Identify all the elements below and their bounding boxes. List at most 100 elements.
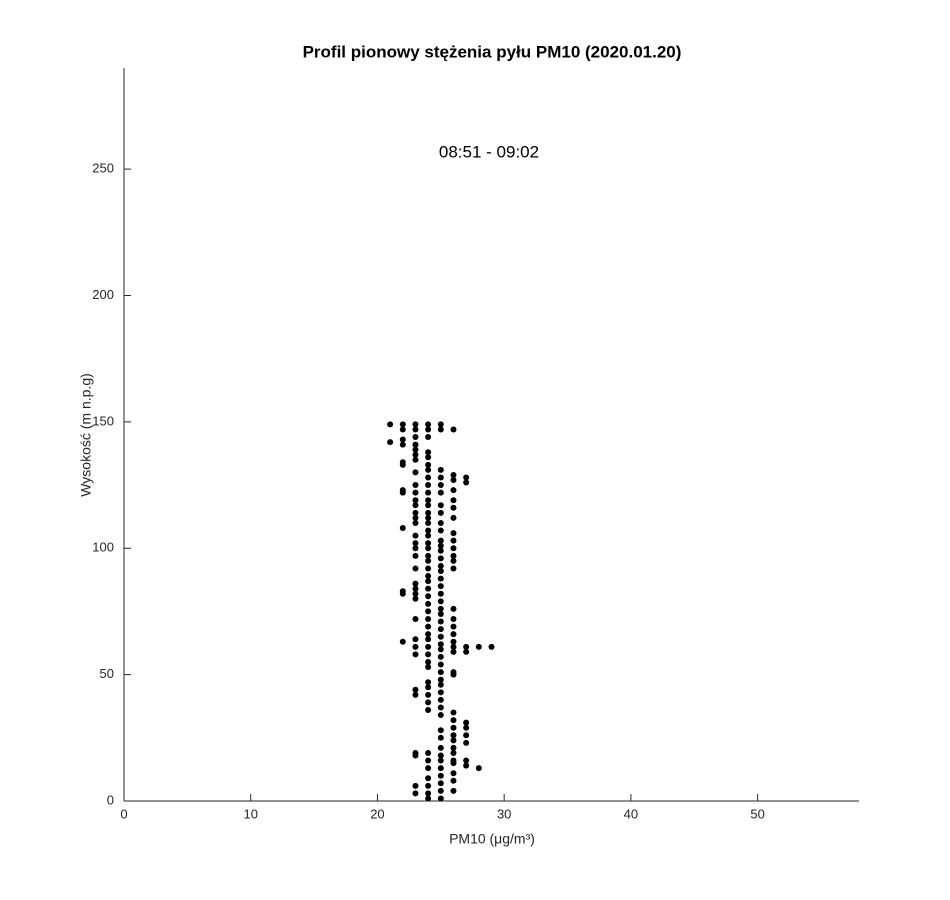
point xyxy=(463,479,470,486)
point xyxy=(437,527,444,534)
point xyxy=(425,691,432,698)
point xyxy=(437,562,444,569)
point xyxy=(450,514,457,521)
point xyxy=(450,787,457,794)
point xyxy=(412,441,419,448)
point xyxy=(437,641,444,648)
y-tick-label: 50 xyxy=(100,666,114,681)
point xyxy=(425,514,432,521)
point xyxy=(437,734,444,741)
point xyxy=(450,643,457,650)
x-tick-label: 0 xyxy=(120,806,127,821)
point xyxy=(450,770,457,777)
point xyxy=(425,782,432,789)
point xyxy=(412,686,419,693)
point xyxy=(450,777,457,784)
point xyxy=(412,434,419,441)
point xyxy=(412,514,419,521)
chart-title: Profil pionowy stężenia pyłu PM10 (2020.… xyxy=(303,42,682,61)
point xyxy=(412,426,419,433)
point xyxy=(437,605,444,612)
point xyxy=(412,519,419,526)
point xyxy=(450,537,457,544)
point xyxy=(425,636,432,643)
point xyxy=(425,482,432,489)
point xyxy=(437,669,444,676)
point xyxy=(450,623,457,630)
point xyxy=(475,643,482,650)
point xyxy=(425,497,432,504)
point xyxy=(450,476,457,483)
point xyxy=(425,474,432,481)
point xyxy=(437,474,444,481)
point xyxy=(387,439,394,446)
point xyxy=(450,504,457,511)
point xyxy=(399,638,406,645)
point xyxy=(425,623,432,630)
point xyxy=(463,719,470,726)
point xyxy=(425,454,432,461)
point xyxy=(425,509,432,516)
y-tick-label: 0 xyxy=(107,792,114,807)
point xyxy=(437,542,444,549)
point xyxy=(437,537,444,544)
point xyxy=(475,765,482,772)
point xyxy=(412,456,419,463)
point xyxy=(450,648,457,655)
point xyxy=(412,790,419,797)
point xyxy=(450,545,457,552)
y-tick-label: 200 xyxy=(92,287,114,302)
point xyxy=(412,497,419,504)
point xyxy=(450,671,457,678)
point xyxy=(425,426,432,433)
point xyxy=(412,636,419,643)
point xyxy=(450,717,457,724)
point xyxy=(412,643,419,650)
x-axis-label: PM10 (μg/m³) xyxy=(449,831,535,847)
point xyxy=(463,757,470,764)
point xyxy=(450,631,457,638)
point xyxy=(437,676,444,683)
point xyxy=(450,487,457,494)
y-axis-label: Wysokość (m n.p.g) xyxy=(78,373,94,497)
point xyxy=(437,590,444,597)
point xyxy=(425,565,432,572)
point xyxy=(425,757,432,764)
point xyxy=(450,744,457,751)
y-tick-label: 150 xyxy=(92,413,114,428)
point xyxy=(425,527,432,534)
point xyxy=(437,646,444,653)
point xyxy=(425,557,432,564)
point xyxy=(412,651,419,658)
point xyxy=(425,684,432,691)
y-tick-label: 100 xyxy=(92,540,114,555)
point xyxy=(450,557,457,564)
point xyxy=(412,565,419,572)
point xyxy=(463,643,470,650)
point xyxy=(437,757,444,764)
point xyxy=(412,482,419,489)
point xyxy=(399,525,406,532)
point xyxy=(437,575,444,582)
point xyxy=(437,689,444,696)
point xyxy=(412,489,419,496)
point xyxy=(412,590,419,597)
y-tick-label: 250 xyxy=(92,161,114,176)
point xyxy=(399,590,406,597)
point xyxy=(412,421,419,428)
point xyxy=(425,573,432,580)
point xyxy=(425,795,432,802)
point xyxy=(425,664,432,671)
point xyxy=(463,739,470,746)
point xyxy=(412,509,419,516)
point xyxy=(425,545,432,552)
point xyxy=(412,532,419,539)
point xyxy=(425,600,432,607)
point xyxy=(425,532,432,539)
point xyxy=(437,547,444,554)
point xyxy=(450,426,457,433)
point xyxy=(399,426,406,433)
point xyxy=(425,658,432,665)
point xyxy=(450,471,457,478)
